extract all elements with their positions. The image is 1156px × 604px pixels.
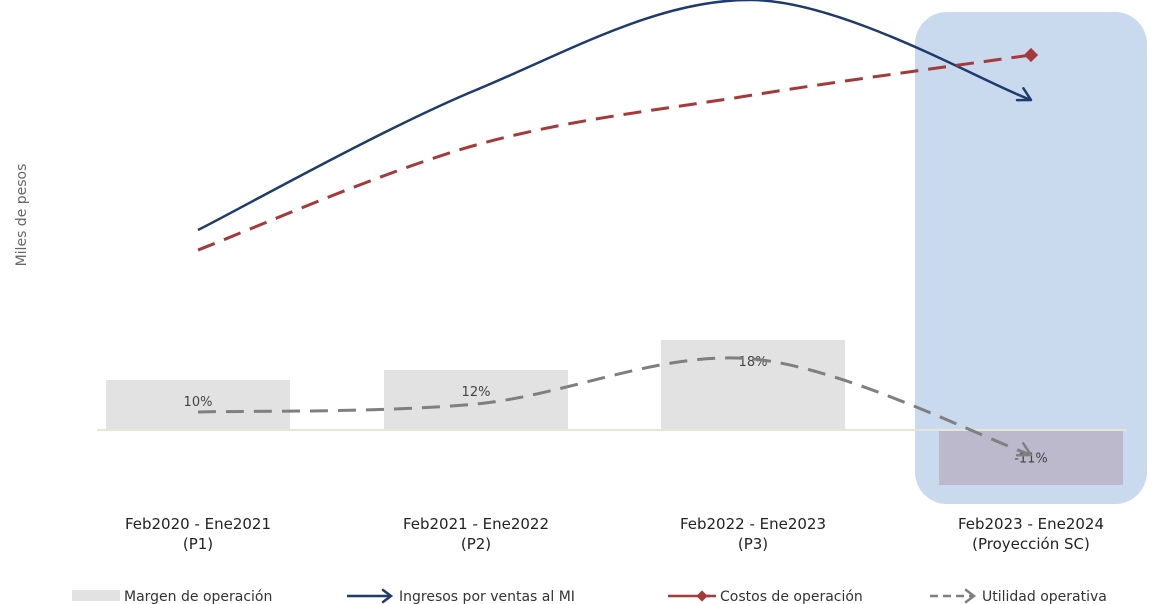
legend-label-3: Costos de operación — [720, 589, 863, 604]
tick-label-1-1: Feb2020 - Ene2021 — [125, 515, 271, 533]
bar-margen-1 — [106, 380, 290, 430]
legend-arrow-2 — [381, 588, 394, 604]
series-line-1 — [197, 0, 1032, 232]
legend-label-2: Ingresos por ventas al MI — [399, 589, 575, 604]
bar-margen-3 — [661, 340, 845, 430]
legend-arrow-4 — [964, 588, 977, 604]
series-marker-2 — [1023, 47, 1039, 63]
bar-label-2: 12% — [462, 385, 491, 400]
bar-label-1: 10% — [184, 395, 213, 410]
series-line-3 — [197, 356, 1032, 457]
highlight-region — [915, 12, 1147, 504]
bar-margen-2 — [384, 370, 568, 430]
y-axis-label: Miles de pesos — [14, 164, 30, 267]
tick-label-2-2: (P2) — [461, 535, 491, 553]
tick-label-4-2: (Proyección SC) — [972, 535, 1090, 553]
tick-label-1-2: (P1) — [183, 535, 213, 553]
legend-label-1: Margen de operación — [124, 589, 272, 604]
series-arrowhead-3 — [1015, 442, 1033, 457]
legend-label-4: Utilidad operativa — [982, 589, 1107, 604]
tick-label-3-1: Feb2022 - Ene2023 — [680, 515, 826, 533]
tick-label-3-2: (P3) — [738, 535, 768, 553]
legend-swatch-1 — [72, 590, 120, 601]
tick-label-4-1: Feb2023 - Ene2024 — [958, 515, 1104, 533]
bar-margen-4 — [939, 430, 1123, 485]
tick-label-2-1: Feb2021 - Ene2022 — [403, 515, 549, 533]
series-line-2 — [197, 53, 1032, 252]
series-arrowhead-1 — [1015, 87, 1033, 102]
